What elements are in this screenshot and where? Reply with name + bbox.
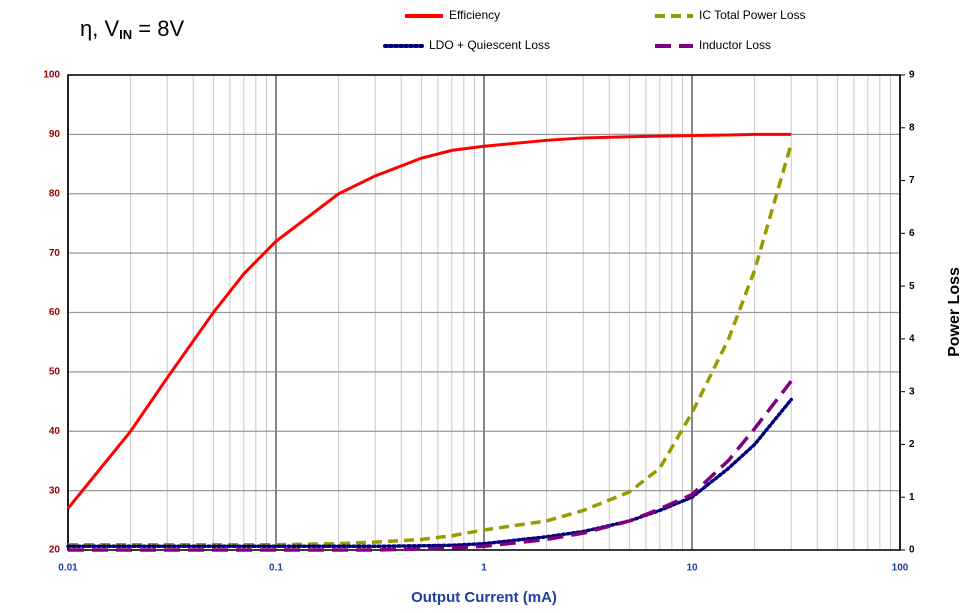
- y2-tick-label: 6: [909, 228, 915, 239]
- x-tick-label: 0.1: [269, 563, 283, 574]
- plot-border: [67, 74, 901, 551]
- y-tick-label: 60: [49, 307, 61, 318]
- y2-tick-label: 4: [909, 334, 915, 345]
- y2-tick-label: 1: [909, 492, 915, 503]
- chart-title: η, VIN = 8V: [80, 16, 184, 43]
- title-part: η, V: [80, 16, 119, 41]
- series-line: [66, 132, 792, 510]
- y-tick-label: 20: [49, 545, 61, 556]
- y-tick-label: 90: [49, 129, 61, 140]
- y-tick-label: 70: [49, 248, 61, 259]
- series-line: [66, 397, 793, 549]
- y-tick-label: 30: [49, 485, 61, 496]
- x-tick-label: 1: [481, 563, 487, 574]
- y-tick-label: 80: [49, 188, 61, 199]
- title-subscript: IN: [119, 27, 132, 42]
- legend-label: LDO + Quiescent Loss: [429, 38, 550, 52]
- y2-tick-label: 8: [909, 122, 915, 133]
- x-tick-label: 100: [892, 563, 909, 574]
- y2-tick-label: 3: [909, 386, 915, 397]
- y2-tick-label: 9: [909, 70, 915, 81]
- legend-label: Inductor Loss: [699, 38, 771, 52]
- title-part: = 8V: [132, 16, 184, 41]
- legend-label: Efficiency: [449, 8, 500, 22]
- x-tick-label: 10: [686, 563, 698, 574]
- y2-tick-label: 7: [909, 175, 915, 186]
- y2-axis-label: Power Loss: [946, 267, 963, 357]
- legend-label: IC Total Power Loss: [699, 8, 806, 22]
- y2-tick-label: 5: [909, 281, 915, 292]
- y-tick-label: 40: [49, 426, 61, 437]
- series-line: [68, 380, 793, 552]
- y-tick-label: 100: [43, 70, 60, 81]
- y-tick-label: 50: [49, 367, 61, 378]
- y2-tick-label: 2: [909, 439, 915, 450]
- y2-tick-label: 0: [909, 545, 915, 556]
- x-tick-label: 0.01: [58, 563, 78, 574]
- x-axis-label: Output Current (mA): [411, 589, 557, 606]
